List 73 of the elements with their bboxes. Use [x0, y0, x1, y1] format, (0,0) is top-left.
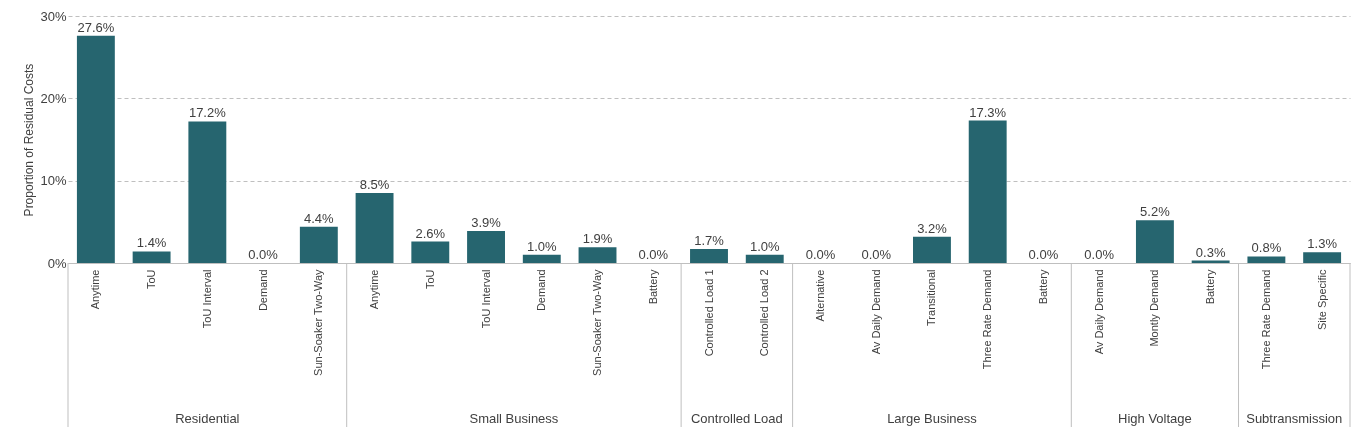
- data-label: 0.8%: [1251, 240, 1282, 256]
- data-label: 0.0%: [861, 247, 892, 262]
- data-label: 0.0%: [805, 247, 836, 262]
- data-label: 3.2%: [917, 220, 948, 236]
- y-tick-label: 20%: [40, 90, 67, 106]
- data-label: 1.4%: [136, 235, 167, 251]
- data-label: 4.4%: [304, 210, 335, 226]
- bar: [188, 121, 227, 263]
- text: Residential: [175, 411, 240, 426]
- text: Controlled Load: [690, 411, 783, 426]
- x-tick-label: Site Specific: [1315, 269, 1328, 331]
- data-label: 0.0%: [638, 247, 669, 262]
- bar: [76, 35, 115, 263]
- x-tick-label: Demand: [256, 269, 269, 312]
- bar: [355, 193, 394, 263]
- x-tick-label: Av Daily Demand: [869, 269, 882, 355]
- x-tick-label: Av Daily Demand: [1092, 269, 1105, 355]
- data-label: 5.2%: [1140, 204, 1171, 220]
- data-label: 1.0%: [749, 238, 780, 254]
- x-tick-label: ToU: [423, 269, 436, 290]
- data-label: 1.9%: [582, 231, 613, 247]
- x-tick-label: Three Rate Demand: [981, 269, 994, 370]
- x-tick-label: Controlled Load 1: [702, 269, 715, 357]
- data-label: 27.6%: [77, 19, 115, 35]
- x-tick-label: Demand: [535, 269, 548, 312]
- x-tick-label: Alternative: [813, 269, 826, 322]
- bar: [411, 241, 450, 263]
- text: Subtransmission: [1246, 411, 1343, 426]
- bar: [578, 247, 617, 263]
- text: High Voltage: [1118, 411, 1192, 426]
- data-label: 8.5%: [359, 177, 390, 193]
- text: Small Business: [469, 411, 559, 426]
- data-label: 0.3%: [1195, 244, 1226, 260]
- x-tick-label: Sun-Soaker Two-Way: [312, 269, 325, 376]
- data-label: 0.0%: [1028, 247, 1059, 262]
- x-tick-label: Montly Demand: [1148, 269, 1161, 347]
- bar: [968, 120, 1007, 263]
- data-label: 0.0%: [248, 247, 279, 262]
- x-tick-label: Battery: [1204, 269, 1217, 305]
- bar: [913, 236, 951, 263]
- bar: [745, 254, 784, 263]
- y-axis-title: Proportion of Residual Costs: [22, 63, 37, 217]
- x-tick-label: Transitional: [925, 269, 938, 326]
- data-label: 1.7%: [694, 233, 725, 248]
- data-label: 0.0%: [1084, 247, 1115, 262]
- data-label: 1.0%: [526, 238, 558, 254]
- y-tick-label: 30%: [40, 8, 67, 24]
- data-label: 3.9%: [471, 214, 502, 230]
- y-tick-label: 10%: [40, 173, 67, 189]
- bar: [1135, 220, 1174, 263]
- x-tick-label: Three Rate Demand: [1259, 269, 1272, 370]
- x-tick-label: Anytime: [368, 269, 381, 310]
- x-tick-label: Battery: [1036, 269, 1049, 305]
- bar: [299, 226, 338, 263]
- y-tick-label: 0%: [47, 255, 67, 271]
- x-tick-label: Anytime: [89, 269, 102, 310]
- data-label: 17.3%: [969, 104, 1007, 120]
- x-tick-label: Battery: [646, 269, 659, 305]
- bar: [467, 230, 505, 263]
- x-tick-label: ToU Interval: [200, 269, 213, 329]
- data-label: 1.3%: [1307, 236, 1338, 252]
- text: Large Business: [887, 411, 978, 426]
- bar: [1247, 256, 1286, 263]
- x-tick-label: ToU Interval: [479, 269, 492, 329]
- data-label: 17.2%: [188, 105, 227, 121]
- bar: [522, 254, 561, 263]
- data-label: 2.6%: [415, 225, 446, 241]
- x-tick-label: Sun-Soaker Two-Way: [591, 269, 604, 376]
- bar: [1303, 252, 1342, 263]
- x-tick-label: Controlled Load 2: [758, 269, 771, 357]
- bar: [690, 249, 728, 263]
- x-tick-label: ToU: [145, 269, 158, 290]
- bar: [132, 251, 171, 263]
